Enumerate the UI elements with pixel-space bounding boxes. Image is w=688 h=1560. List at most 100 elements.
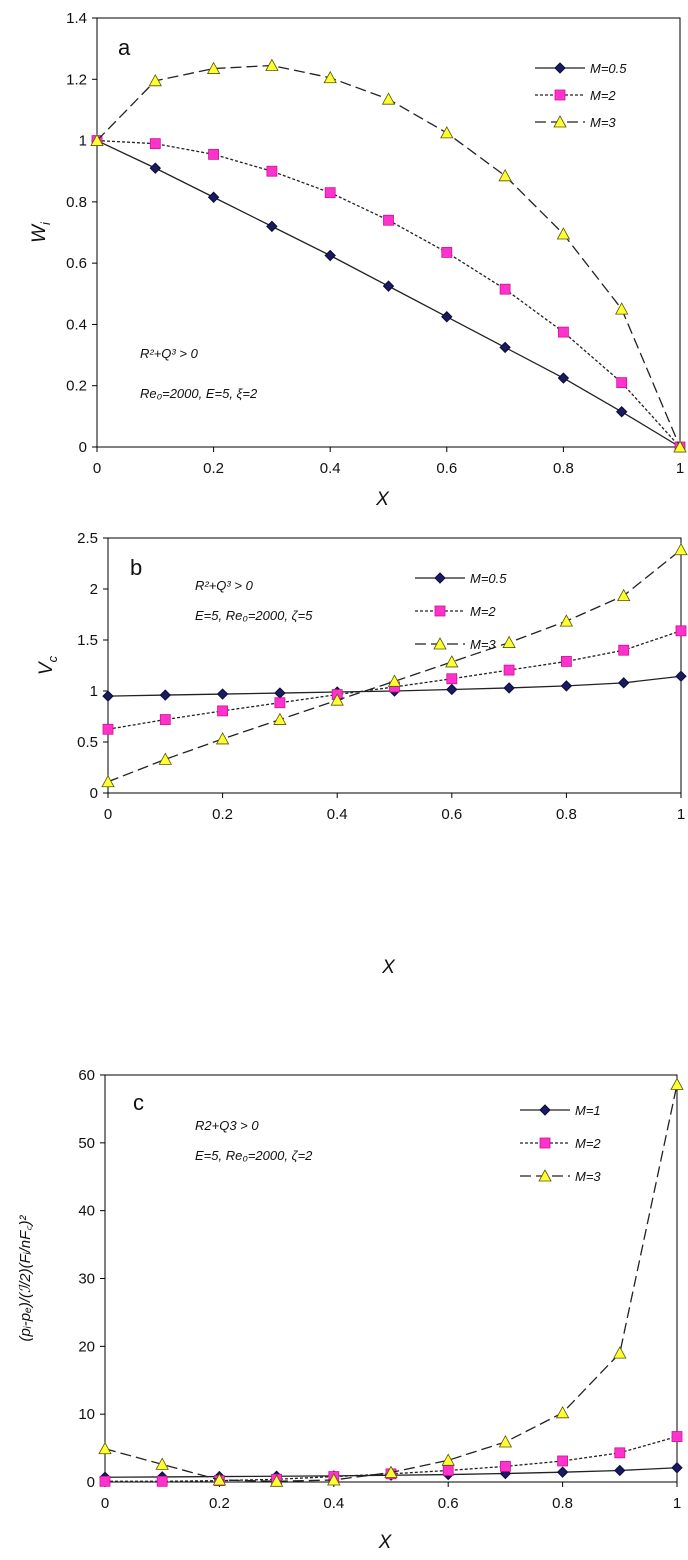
data-point [499, 283, 511, 295]
data-point [614, 1447, 626, 1459]
x-tick-label: 0.8 [552, 1495, 573, 1512]
legend-entry: M=2 [520, 1136, 601, 1151]
legend-label: M=2 [590, 88, 616, 103]
legend-entry: M=0.5 [535, 61, 627, 76]
x-tick-label: 1 [676, 460, 684, 477]
panel-letter: a [118, 35, 131, 60]
data-point [159, 689, 172, 701]
x-axis-title: X [381, 957, 396, 978]
data-point [158, 752, 172, 765]
series-line [96, 139, 681, 448]
data-point [382, 280, 395, 292]
data-point [155, 1457, 169, 1470]
data-point [617, 588, 631, 602]
data-point [558, 326, 569, 338]
data-point [208, 148, 220, 160]
x-tick-label: 0.6 [438, 1495, 459, 1512]
data-point [499, 341, 511, 354]
legend-marker [539, 1137, 551, 1149]
x-tick-label: 0 [104, 806, 112, 823]
x-tick-label: 0.2 [212, 806, 233, 823]
data-point [441, 1453, 455, 1466]
data-point [616, 377, 628, 389]
y-tick-label: 1 [79, 133, 87, 150]
data-point [216, 688, 229, 700]
data-point [149, 138, 161, 150]
series-m-3 [98, 1077, 684, 1487]
data-point [269, 1474, 284, 1487]
data-point [440, 126, 454, 139]
legend-marker [433, 637, 447, 650]
data-point [99, 1475, 111, 1487]
data-point [498, 1435, 513, 1448]
data-point [555, 1405, 570, 1419]
data-point [206, 61, 221, 74]
data-point [502, 635, 516, 648]
data-point [274, 697, 286, 709]
data-point [446, 683, 458, 696]
y-tick-label: 0.2 [66, 378, 87, 395]
x-axis-title: X [378, 1532, 393, 1553]
data-point [327, 1473, 341, 1486]
y-tick-label: 1 [90, 683, 98, 700]
plot-area-a [96, 17, 681, 448]
y-tick-label: 20 [78, 1338, 95, 1355]
x-tick-label: 0 [101, 1495, 109, 1512]
data-point [441, 247, 453, 258]
data-point [384, 1465, 398, 1478]
data-point [212, 1473, 227, 1486]
data-point [156, 1475, 168, 1487]
data-point [561, 656, 572, 667]
data-point [499, 1460, 511, 1472]
data-point [614, 1464, 626, 1477]
series-line [107, 549, 682, 783]
data-point [387, 674, 402, 687]
chart-panel-c: 0 10 20 30 40 50 60 0 0.2 0.4 0.6 0.8 1 X (pᵢ-pₑ)/(ℐ/2… [0, 1040, 688, 1560]
legend-label: M=3 [575, 1169, 601, 1184]
legend-marker [554, 89, 566, 101]
legend-marker [539, 1104, 551, 1116]
chart-c-svg: 0 10 20 30 40 50 60 0 0.2 0.4 0.6 0.8 1 X (pᵢ-pₑ)/(ℐ/2… [17, 1067, 684, 1553]
series-line [107, 630, 682, 730]
y-tick-label: 0.4 [66, 316, 87, 333]
series-line [96, 139, 681, 448]
legend-entry: M=3 [415, 637, 496, 652]
data-point [324, 187, 336, 199]
data-point [503, 682, 515, 694]
data-point [273, 712, 287, 725]
data-point [330, 693, 344, 706]
chart-a-svg: 0 0.2 0.4 0.6 0.8 1 1.2 1.4 0 0.2 0.4 0.6 0.8 1 X Wi a R²… [29, 10, 687, 510]
y-axis-title: (pᵢ-pₑ)/(ℐ/2)(Fᵢ/nF꜀)² [17, 1215, 34, 1342]
plot-area-b [107, 537, 682, 794]
y-tick-label: 60 [78, 1067, 95, 1084]
legend-label: M=3 [590, 115, 616, 130]
annotation-1: R2+Q3 > 0 [195, 1118, 259, 1133]
legend-label: M=1 [575, 1103, 601, 1118]
y-tick-label: 0 [90, 785, 98, 802]
data-point [266, 220, 278, 233]
annotation-2: E=5, Re₀=2000, ζ=5 [195, 608, 313, 623]
data-point [675, 625, 687, 637]
data-point [98, 1441, 112, 1455]
data-point [148, 73, 162, 87]
chart-panel-a: 0 0.2 0.4 0.6 0.8 1 1.2 1.4 0 0.2 0.4 0.6 0.8 1 X Wi a R²… [0, 0, 688, 520]
x-tick-label: 0.8 [553, 460, 574, 477]
y-tick-label: 30 [78, 1271, 95, 1288]
series-m-3 [90, 58, 687, 453]
data-point [559, 614, 574, 627]
data-point [557, 1455, 568, 1467]
legend-label: M=2 [575, 1136, 601, 1151]
data-point [90, 133, 104, 146]
x-tick-label: 0.4 [327, 806, 348, 823]
data-point [381, 92, 396, 105]
series-m-3 [101, 542, 688, 788]
y-tick-label: 40 [78, 1203, 95, 1220]
y-tick-label: 10 [78, 1406, 95, 1423]
data-point [266, 165, 278, 177]
y-tick-label: 0 [87, 1474, 95, 1491]
data-point [383, 214, 394, 226]
data-point [442, 1465, 454, 1476]
data-point [674, 542, 688, 556]
panel-letter: b [130, 555, 142, 580]
